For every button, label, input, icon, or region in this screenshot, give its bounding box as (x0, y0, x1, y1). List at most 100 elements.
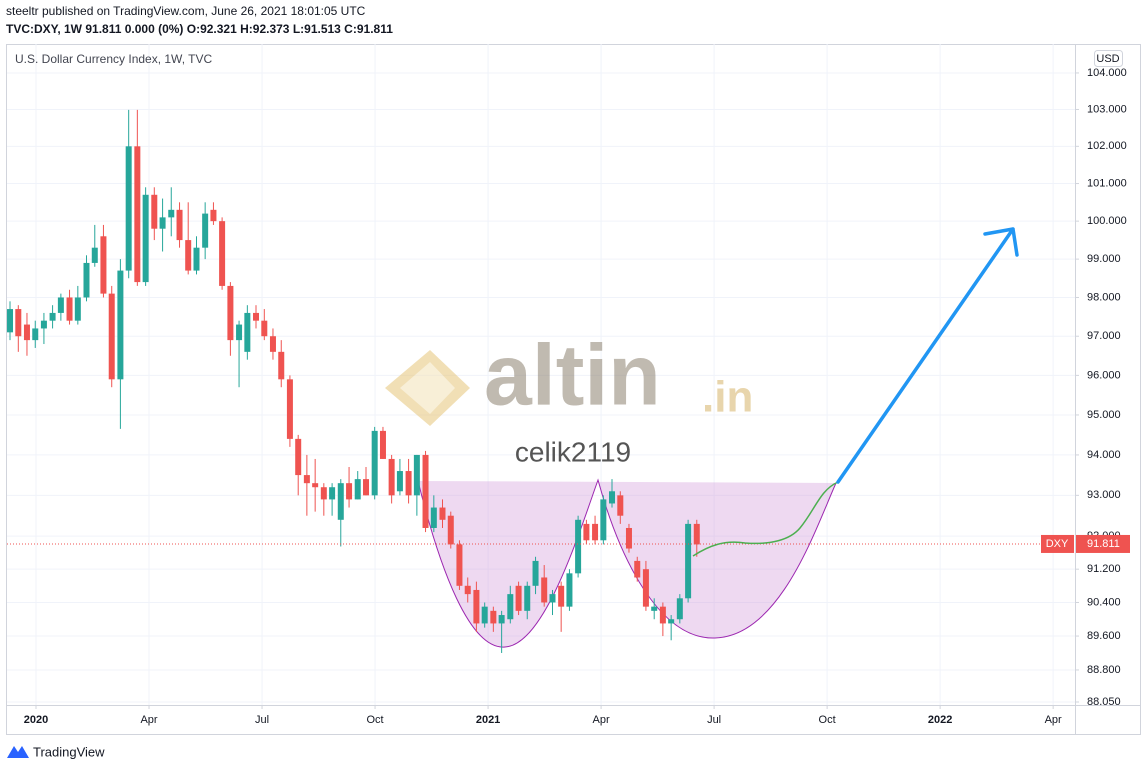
candle-body (236, 324, 243, 341)
candle-body (617, 495, 624, 516)
publish-info: steeltr published on TradingView.com, Ju… (6, 4, 366, 18)
candle-body (532, 560, 539, 586)
axes: 104.000 103.000 102.000 101.000 100.000 99.00… (24, 67, 1130, 726)
y-tick-label: 104.000 (1087, 67, 1127, 79)
candle-body (481, 606, 488, 624)
candle-body (575, 519, 582, 574)
x-tick-label: Apr (140, 714, 157, 726)
candle-body (74, 297, 81, 321)
candle-body (244, 312, 251, 352)
y-tick-label: 89.600 (1087, 630, 1121, 642)
symbol-info: TVC:DXY, 1W 91.811 0.000 (0%) O:92.321 H… (6, 22, 393, 36)
x-tick-label: 2022 (928, 714, 952, 726)
candle-body (193, 247, 200, 271)
candle-body (125, 146, 132, 271)
y-tick-label: 96.000 (1087, 369, 1121, 381)
legend-title: U.S. Dollar Currency Index, 1W, TVC (15, 52, 213, 66)
candle-body (642, 569, 649, 607)
x-tick-label: Apr (593, 714, 610, 726)
candle-body (91, 247, 98, 263)
candle-body (583, 523, 590, 541)
candle-body (388, 458, 395, 496)
candle-body (490, 610, 497, 624)
candle-body (456, 544, 463, 586)
x-tick-label: Oct (819, 714, 836, 726)
grid (7, 44, 1075, 705)
candle-body (100, 236, 107, 294)
x-tick-label: Jul (255, 714, 269, 726)
watermark: altin .in (385, 328, 753, 426)
y-tick-label: 88.050 (1087, 696, 1121, 708)
candle-body (108, 293, 115, 380)
candle-body (142, 194, 149, 283)
candle-body (464, 585, 471, 595)
candle-body (625, 527, 632, 549)
candle-body (558, 585, 565, 607)
candle-body (40, 320, 47, 329)
candle-body (592, 523, 599, 541)
candle-body (371, 430, 378, 496)
candle-body (320, 487, 327, 500)
candle-body (363, 479, 370, 496)
cup-fill (418, 480, 836, 648)
candle-body (524, 585, 531, 611)
candle-body (354, 479, 361, 500)
y-tick-label: 99.000 (1087, 253, 1121, 265)
x-tick-label: 2021 (476, 714, 500, 726)
candle-body (609, 491, 616, 504)
projection-line (692, 481, 839, 557)
candle-body (117, 270, 124, 380)
candle-body (49, 312, 56, 321)
candle-body (507, 594, 514, 620)
candles (7, 109, 1075, 653)
candle-body (430, 507, 437, 528)
candle-body (379, 430, 386, 459)
footer-brand: TradingView (33, 744, 105, 759)
x-tick-label: Apr (1045, 714, 1062, 726)
candle-body (693, 523, 700, 545)
footer-logo (7, 746, 29, 758)
candle-body (498, 615, 505, 624)
candle-body (676, 598, 683, 620)
candle-body (329, 487, 336, 500)
y-tick-label: 102.000 (1087, 140, 1127, 152)
candle-body (651, 606, 658, 611)
candle-body (278, 351, 285, 380)
brand-domain: .in (702, 373, 753, 422)
candle-body (83, 262, 90, 298)
x-tick-label: 2020 (24, 714, 48, 726)
y-tick-label: 101.000 (1087, 177, 1127, 189)
candle-body (634, 560, 641, 578)
currency-box (1094, 50, 1123, 67)
y-tick-label: 91.200 (1087, 563, 1121, 575)
candle-body (210, 209, 217, 222)
author: celik2119 (515, 436, 631, 467)
candle-body (312, 483, 319, 488)
candle-body (473, 589, 480, 624)
brand: altin (484, 328, 661, 424)
footer: TradingView (7, 744, 105, 759)
y-tick-label: 100.000 (1087, 215, 1127, 227)
candle-body (134, 146, 141, 283)
candle-body (202, 213, 209, 248)
candle-body (685, 523, 692, 599)
candle-body (447, 515, 454, 545)
candle-body (32, 328, 39, 341)
candle-body (346, 483, 353, 500)
last-price-bg (1076, 534, 1130, 553)
candle-body (600, 499, 607, 541)
candle-body (659, 606, 666, 624)
candle-body (159, 217, 166, 229)
y-tick-label: 103.000 (1087, 103, 1127, 115)
candle-body (23, 324, 30, 341)
candle-body (219, 221, 226, 286)
logo-inner (400, 362, 455, 414)
y-tick-label: 94.000 (1087, 449, 1121, 461)
candle-body (286, 379, 293, 439)
candle-body (295, 438, 302, 476)
candle-body (57, 297, 64, 313)
candle-body (515, 585, 522, 611)
x-tick-label: Oct (366, 714, 383, 726)
